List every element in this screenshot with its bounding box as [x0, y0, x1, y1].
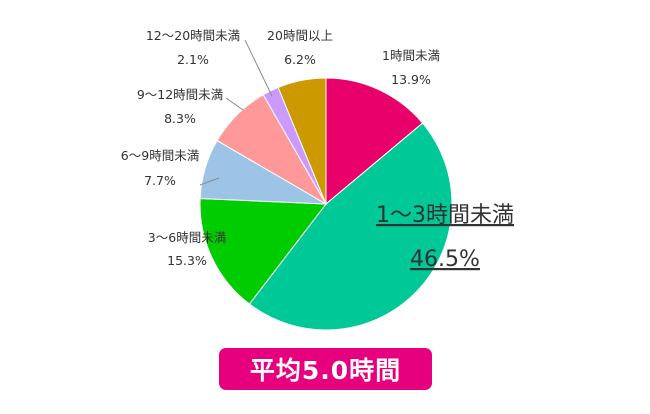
- category-label-1: 1～3時間未満: [376, 203, 514, 228]
- leader-line-3: [199, 177, 220, 186]
- category-label-0: 1時間未満: [382, 48, 440, 63]
- slice-0: [325, 77, 424, 206]
- value-label-1: 46.5%: [410, 247, 480, 272]
- value-label-0: 13.9%: [391, 72, 431, 87]
- slice-2: [199, 197, 327, 305]
- value-label-5: 2.1%: [177, 52, 209, 67]
- category-label-5: 12～20時間未満: [146, 28, 240, 43]
- value-label-6: 6.2%: [284, 52, 316, 67]
- leader-line-4: [225, 97, 244, 111]
- value-label-4: 8.3%: [164, 111, 196, 126]
- slice-1: [248, 122, 453, 331]
- category-label-3: 6～9時間未満: [121, 148, 199, 163]
- category-label-4: 9～12時間未満: [137, 87, 223, 102]
- leader-line-5: [244, 39, 273, 97]
- category-label-6: 20時間以上: [267, 28, 333, 43]
- slice-6: [277, 77, 327, 205]
- value-label-3: 7.7%: [144, 173, 176, 188]
- category-label-2: 3～6時間未満: [148, 230, 226, 245]
- average-badge: 平均5.0時間: [219, 348, 432, 390]
- value-label-2: 15.3%: [167, 253, 207, 268]
